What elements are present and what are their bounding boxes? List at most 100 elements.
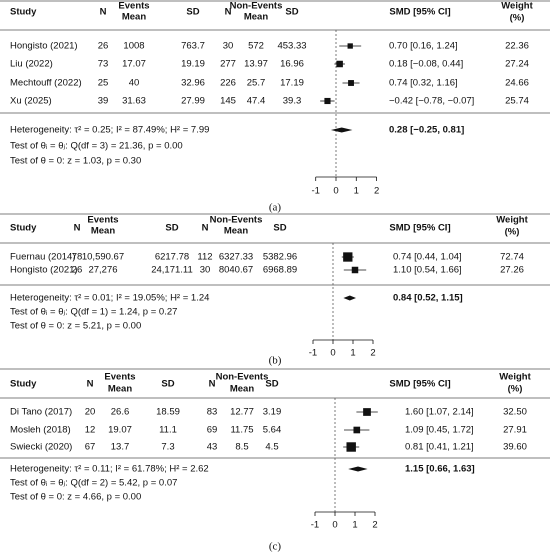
column-header: Study xyxy=(10,379,37,390)
summary-text: Test of θᵢ = θⱼ: Q(df = 1) = 1.24, p = 0… xyxy=(10,307,177,318)
cell: 3.19 xyxy=(263,407,282,418)
cell: 69 xyxy=(207,425,218,436)
tick-label: 1 xyxy=(354,186,359,197)
weight: 27.91 xyxy=(503,425,527,436)
cell: 277 xyxy=(220,59,236,70)
tick-label: 1 xyxy=(350,348,355,359)
cell: 13.7 xyxy=(111,442,130,453)
column-header: SD xyxy=(186,7,199,18)
cell: Hongisto (2021) xyxy=(10,265,78,276)
summary-text: Test of θ = 0: z = 1.03, p = 0.30 xyxy=(10,156,141,167)
summary-smd: 0.84 [0.52, 1.15] xyxy=(393,293,463,304)
weight-header: (%) xyxy=(510,13,525,24)
smd-label: 1.10 [0.54, 1.66] xyxy=(393,265,462,276)
column-header: N xyxy=(87,379,94,390)
weight: 27.26 xyxy=(500,265,524,276)
cell: 112 xyxy=(197,252,212,263)
column-header: SD xyxy=(285,7,298,18)
cell: Swiecki (2020) xyxy=(10,442,72,453)
group-header: Events xyxy=(104,372,135,383)
cell: 73 xyxy=(98,59,109,70)
column-header: SMD [95% CI] xyxy=(389,379,450,390)
smd-label: 1.60 [1.07, 2.14] xyxy=(405,407,474,418)
tick-label: -1 xyxy=(311,186,319,197)
cell: 453.33 xyxy=(277,41,306,52)
cell: 226 xyxy=(220,78,236,89)
weight: 24.66 xyxy=(505,78,529,89)
cell: 47.4 xyxy=(247,96,266,107)
cell: 24,171.11 xyxy=(151,265,193,276)
summary-text: Test of θᵢ = θⱼ: Q(df = 2) = 5.42, p = 0… xyxy=(10,478,177,489)
cell: 26.6 xyxy=(111,407,130,418)
cell: 8.5 xyxy=(235,442,248,453)
cell: 20 xyxy=(85,407,96,418)
cell: 40 xyxy=(129,78,140,89)
cell: 145 xyxy=(220,96,236,107)
column-header: SD xyxy=(265,379,278,390)
summary-diamond xyxy=(348,466,368,472)
column-header: Study xyxy=(10,223,37,234)
weight: 39.60 xyxy=(503,442,527,453)
cell: 13.97 xyxy=(244,59,268,70)
cell: Liu (2022) xyxy=(10,59,53,70)
summary-text: Test of θ = 0: z = 5.21, p = 0.00 xyxy=(10,321,141,332)
smd-label: 0.18 [−0.08, 0.44] xyxy=(389,59,463,70)
summary-text: Heterogeneity: τ² = 0.11; I² = 61.78%; H… xyxy=(10,464,209,475)
group-header: Events xyxy=(87,215,118,226)
column-header: N xyxy=(100,7,107,18)
summary-text: Heterogeneity: τ² = 0.25; I² = 87.49%; H… xyxy=(10,125,209,136)
cell: 6217.78 xyxy=(155,252,189,263)
tick-label: 2 xyxy=(370,348,375,359)
weight-header: Weight xyxy=(501,1,533,12)
cell: 6968.89 xyxy=(263,265,297,276)
cell: 25.7 xyxy=(247,78,266,89)
weight: 27.24 xyxy=(505,59,529,70)
cell: 16.96 xyxy=(280,59,304,70)
smd-label: 0.81 [0.41, 1.21] xyxy=(405,442,474,453)
weight: 72.74 xyxy=(500,252,524,263)
column-header: SD xyxy=(161,379,174,390)
column-header: N xyxy=(225,7,232,18)
cell: Mechtouff (2022) xyxy=(10,78,82,89)
column-header: Mean xyxy=(244,12,268,23)
column-header: Mean xyxy=(91,226,115,237)
cell: 26 xyxy=(98,41,109,52)
cell: 39 xyxy=(98,96,109,107)
cell: 83 xyxy=(207,407,218,418)
cell: 30 xyxy=(223,41,234,52)
summary-text: Heterogeneity: τ² = 0.01; I² = 19.05%; H… xyxy=(10,293,209,304)
weight-header: Weight xyxy=(499,372,531,383)
group-header: Events xyxy=(118,1,149,12)
cell: 25 xyxy=(98,78,109,89)
cell: 19.19 xyxy=(181,59,205,70)
column-header: N xyxy=(202,223,209,234)
weight-header: Weight xyxy=(496,215,528,226)
cell: 10,590.67 xyxy=(82,252,124,263)
cell: 17.19 xyxy=(280,78,304,89)
smd-label: 1.09 [0.45, 1.72] xyxy=(405,425,474,436)
cell: 31.63 xyxy=(122,96,146,107)
column-header: Study xyxy=(10,7,37,18)
cell: 32.96 xyxy=(181,78,205,89)
effect-square xyxy=(348,80,354,86)
effect-square xyxy=(351,266,359,274)
column-header: Mean xyxy=(230,384,254,395)
cell: Di Tano (2017) xyxy=(10,407,72,418)
caption: (a) xyxy=(269,202,282,214)
effect-square xyxy=(343,252,353,262)
effect-square xyxy=(347,43,353,49)
cell: Hongisto (2021) xyxy=(10,41,78,52)
caption: (c) xyxy=(269,541,282,553)
summary-smd: 1.15 [0.66, 1.63] xyxy=(405,464,475,475)
cell: 67 xyxy=(85,442,96,453)
cell: 12 xyxy=(85,425,96,436)
column-header: SMD [95% CI] xyxy=(389,7,450,18)
cell: 6327.33 xyxy=(219,252,253,263)
column-header: SMD [95% CI] xyxy=(389,223,450,234)
weight: 32.50 xyxy=(503,407,527,418)
cell: Xu (2025) xyxy=(10,96,52,107)
tick-label: 2 xyxy=(374,186,379,197)
cell: 26 xyxy=(72,265,83,276)
weight-header: (%) xyxy=(508,384,523,395)
